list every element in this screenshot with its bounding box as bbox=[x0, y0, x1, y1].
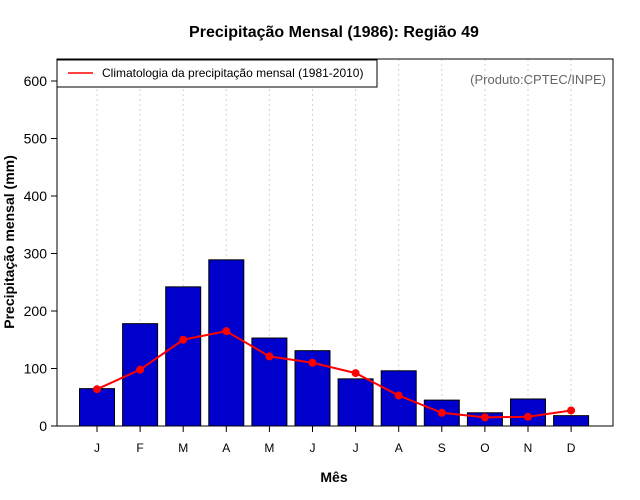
bar-1 bbox=[79, 388, 115, 427]
x-tick-label: F bbox=[136, 441, 143, 455]
legend: Climatologia da precipitação mensal (198… bbox=[56, 59, 378, 88]
bar-5 bbox=[251, 337, 288, 427]
climatology-point-2 bbox=[136, 365, 145, 374]
x-tick-label: A bbox=[222, 441, 230, 455]
x-tick-label: S bbox=[438, 441, 446, 455]
y-tick-label: 400 bbox=[24, 188, 48, 204]
x-tick-label: J bbox=[310, 441, 316, 455]
x-axis-title: Mês bbox=[320, 469, 347, 485]
climatology-point-3 bbox=[179, 335, 188, 344]
bar-12 bbox=[553, 415, 590, 427]
y-tick-label: 200 bbox=[24, 303, 48, 319]
y-tick-label: 500 bbox=[24, 131, 48, 147]
climatology-point-8 bbox=[394, 391, 403, 400]
climatology-point-4 bbox=[222, 327, 231, 336]
y-axis-title: Precipitação mensal (mm) bbox=[1, 155, 17, 329]
chart-title: Precipitação Mensal (1986): Região 49 bbox=[189, 24, 479, 41]
climatology-point-9 bbox=[437, 408, 446, 417]
credit-annotation: (Produto:CPTEC/INPE) bbox=[470, 72, 606, 87]
x-tick-label: J bbox=[94, 441, 100, 455]
climatology-point-11 bbox=[524, 412, 532, 421]
bar-series bbox=[79, 259, 590, 427]
y-tick-label: 100 bbox=[24, 361, 48, 377]
climatology-point-5 bbox=[265, 352, 274, 361]
x-tick-label: M bbox=[264, 441, 274, 455]
climatology-point-12 bbox=[567, 406, 576, 415]
x-tick-label: O bbox=[480, 441, 489, 455]
climatology-point-10 bbox=[480, 413, 489, 422]
bar-4 bbox=[208, 259, 245, 427]
legend-box bbox=[56, 59, 378, 88]
y-tick-label: 0 bbox=[39, 418, 47, 434]
bar-7 bbox=[337, 378, 374, 427]
y-tick-label: 600 bbox=[24, 73, 48, 89]
x-tick-label: M bbox=[178, 441, 188, 455]
x-tick-label: N bbox=[524, 441, 533, 455]
climatology-point-6 bbox=[308, 358, 317, 367]
climatology-line bbox=[96, 330, 572, 419]
y-tick-label: 300 bbox=[24, 246, 48, 262]
legend-label: Climatologia da precipitação mensal (198… bbox=[102, 66, 363, 80]
x-tick-label: J bbox=[353, 441, 359, 455]
climatology-series bbox=[93, 327, 576, 422]
climatology-point-7 bbox=[351, 369, 360, 378]
x-tick-label: D bbox=[567, 441, 576, 455]
bar-3 bbox=[165, 286, 202, 427]
x-tick-label: A bbox=[395, 441, 403, 455]
climatology-point-1 bbox=[93, 385, 101, 394]
bar-11 bbox=[510, 398, 546, 427]
plot-frame bbox=[56, 58, 614, 427]
y-axis: 0 100 200 300 400 500 600 bbox=[24, 73, 57, 434]
